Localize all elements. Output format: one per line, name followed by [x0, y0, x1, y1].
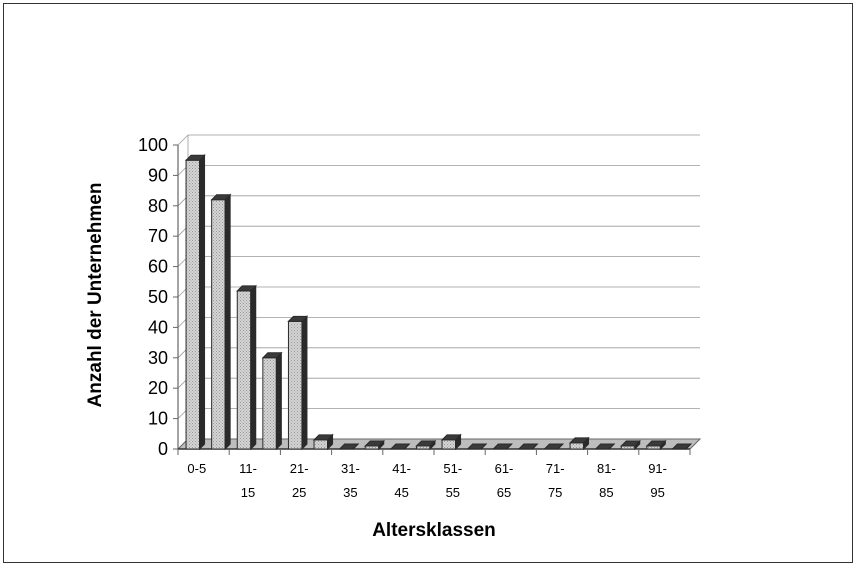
x-tick-label: 21-	[290, 461, 309, 476]
bar-front	[262, 357, 277, 450]
y-axis-title: Anzahl der Unternehmen	[85, 183, 106, 408]
y-tick-label: 90	[148, 165, 168, 185]
x-tick-label: 61-	[495, 461, 514, 476]
bar-top	[389, 443, 411, 450]
bar-top	[645, 440, 667, 447]
y-tick-labels: 0 10 20 30 40 50 60 70 80 90 100	[138, 135, 168, 459]
x-tick-label: 41-	[392, 461, 411, 476]
y-tick-label: 70	[148, 226, 168, 246]
x-tick-label: 11-	[239, 461, 257, 476]
bar-top	[287, 315, 309, 322]
bar	[236, 284, 257, 451]
bar-front	[211, 199, 226, 450]
bar-front	[441, 439, 457, 450]
x-tick-label: 91-	[648, 461, 667, 476]
bar-top	[568, 437, 590, 444]
bar-side	[199, 153, 206, 451]
x-tick-label: 75	[548, 485, 562, 500]
x-tick-label: 65	[497, 485, 511, 500]
x-tick-label: 35	[343, 485, 357, 500]
bar-top	[338, 443, 360, 450]
x-tick-label: 55	[446, 485, 460, 500]
bar-top	[184, 154, 206, 161]
bar-side	[275, 351, 282, 451]
x-tick-label: 71-	[546, 461, 565, 476]
bar-front	[287, 320, 303, 450]
y-tick-label: 20	[148, 378, 168, 398]
bar-top	[620, 440, 641, 447]
bar	[620, 439, 641, 451]
bar	[210, 193, 232, 451]
bar	[517, 443, 539, 450]
bar	[312, 433, 334, 451]
bar	[466, 443, 488, 450]
y-tick-label: 40	[148, 317, 168, 337]
bar	[440, 433, 462, 451]
bar-top	[364, 440, 385, 447]
bar	[594, 443, 616, 450]
bar-front	[236, 290, 252, 450]
bar	[543, 443, 565, 450]
x-tick-label: 0-5	[187, 461, 206, 476]
bar	[364, 439, 385, 451]
y-tick-label: 30	[148, 348, 168, 368]
bar-top	[517, 443, 539, 450]
x-axis-title: Altersklassen	[372, 520, 496, 541]
bar-side	[301, 315, 308, 451]
x-tick-label: 31-	[341, 461, 360, 476]
bar	[338, 443, 360, 450]
bar-top	[492, 443, 513, 450]
bar	[261, 351, 283, 451]
bar-top	[543, 443, 565, 450]
x-tick-label: 45	[394, 485, 408, 500]
y-tick-label: 0	[158, 439, 168, 459]
bar-front	[313, 439, 329, 450]
bar	[389, 443, 411, 450]
bar-top	[415, 440, 437, 447]
bar	[184, 153, 206, 451]
bar-top	[440, 434, 462, 441]
x-tick-label: 95	[650, 485, 664, 500]
y-tick-label: 80	[148, 196, 168, 216]
y-tick-label: 100	[138, 135, 168, 155]
y-tick-label: 50	[148, 287, 168, 307]
bar-top	[312, 434, 334, 441]
bar	[492, 443, 513, 450]
x-tick-label: 25	[292, 485, 306, 500]
x-tick-labels: 0-5 11- 15 21- 25 31- 35 41- 45 51- 55 61- 65 71- 75 81…	[187, 461, 667, 500]
bar-side	[250, 284, 257, 451]
gridline-wall	[177, 134, 189, 146]
gridlines	[177, 134, 700, 450]
y-tick-label: 60	[148, 257, 168, 277]
bar-front	[185, 159, 201, 450]
bar-front	[569, 442, 585, 450]
chart-frame	[3, 3, 853, 563]
bars	[184, 153, 693, 451]
x-tick-label: 15	[241, 485, 255, 500]
bar-top	[236, 285, 257, 292]
bar-top	[671, 443, 693, 450]
bar	[415, 439, 437, 451]
bar-top	[261, 352, 283, 359]
bar	[645, 439, 667, 451]
bar-top	[466, 443, 488, 450]
x-tick-label: 85	[599, 485, 613, 500]
bar-top	[594, 443, 616, 450]
bar-top	[210, 194, 232, 201]
bar	[568, 436, 590, 451]
bar	[671, 443, 693, 450]
bar	[287, 315, 309, 451]
bar-side	[224, 193, 231, 451]
y-tick-label: 10	[148, 409, 168, 429]
x-tick-label: 81-	[597, 461, 616, 476]
x-tick-label: 51-	[443, 461, 462, 476]
